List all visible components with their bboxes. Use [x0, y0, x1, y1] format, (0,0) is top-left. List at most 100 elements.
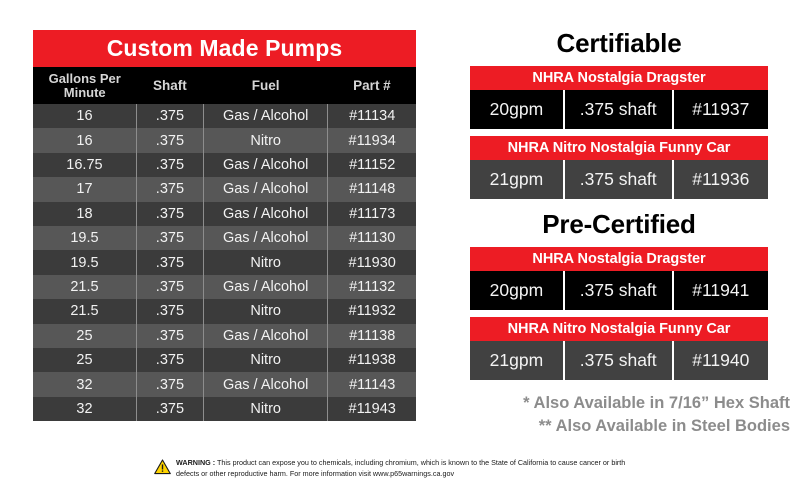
cell-shaft: .375: [135, 323, 204, 348]
cert-spec-table: 20gpm .375 shaft #11937: [470, 90, 768, 129]
cert-class-name: NHRA Nostalgia Dragster: [470, 66, 768, 90]
cell-fuel: Gas / Alcohol: [202, 274, 329, 300]
cell-gpm: 21gpm: [470, 160, 565, 199]
cell-fuel: Nitro: [202, 299, 329, 324]
cell-fuel: Gas / Alcohol: [202, 225, 329, 251]
cell-fuel: Nitro: [202, 128, 329, 153]
table-row: 20gpm .375 shaft #11937: [470, 90, 768, 129]
pumps-table: Gallons Per Minute Shaft Fuel Part # 16 …: [33, 67, 416, 422]
cert-class-name: NHRA Nostalgia Dragster: [470, 247, 768, 271]
table-row: 21gpm .375 shaft #11936: [470, 160, 768, 199]
cell-gpm: 25: [33, 323, 137, 348]
cell-part: #11148: [327, 177, 416, 202]
table-row: 25 .375 Gas / Alcohol #11138: [33, 323, 416, 348]
cell-part: #11173: [327, 201, 416, 226]
warning-label: WARNING :: [176, 458, 216, 467]
prop65-warning: WARNING : This product can expose you to…: [0, 458, 800, 480]
footnote-hex-shaft: * Also Available in 7/16” Hex Shaft: [523, 394, 790, 412]
table-row: 16 .375 Gas / Alcohol #11134: [33, 104, 416, 129]
pumps-title-bar: Custom Made Pumps: [33, 30, 416, 67]
cell-part: #11932: [327, 299, 416, 324]
footnotes: * Also Available in 7/16” Hex Shaft ** A…: [470, 392, 790, 439]
cell-part: #11152: [327, 152, 416, 178]
cell-part: #11941: [671, 271, 768, 310]
cell-shaft: .375 shaft: [562, 90, 674, 129]
cell-shaft: .375: [135, 225, 204, 251]
cell-fuel: Gas / Alcohol: [202, 201, 329, 226]
column-header-fuel: Fuel: [203, 67, 328, 105]
cell-gpm: 16: [33, 104, 137, 129]
table-row: 32 .375 Gas / Alcohol #11143: [33, 372, 416, 397]
pumps-table-body: 16 .375 Gas / Alcohol #11134 16 .375 Nit…: [33, 104, 416, 422]
warning-text: WARNING : This product can expose you to…: [176, 458, 646, 480]
cell-gpm: 32: [33, 396, 137, 422]
table-row: 21.5 .375 Nitro #11932: [33, 299, 416, 324]
cell-part: #11943: [327, 396, 416, 422]
cell-shaft: .375: [135, 274, 204, 300]
cert-block: NHRA Nitro Nostalgia Funny Car 21gpm .37…: [470, 136, 768, 199]
precertified-panel: Pre-Certified NHRA Nostalgia Dragster 20…: [470, 209, 768, 387]
pumps-header-row: Gallons Per Minute Shaft Fuel Part #: [33, 67, 416, 105]
table-row: 19.5 .375 Nitro #11930: [33, 250, 416, 275]
cell-gpm: 21gpm: [470, 341, 565, 380]
cell-gpm: 20gpm: [470, 90, 565, 129]
cell-gpm: 21.5: [33, 274, 137, 300]
table-row: 16 .375 Nitro #11934: [33, 128, 416, 153]
cell-shaft: .375 shaft: [562, 271, 674, 310]
cell-part: #11134: [327, 104, 416, 129]
table-row: 16.75 .375 Gas / Alcohol #11152: [33, 152, 416, 178]
cell-part: #11934: [327, 128, 416, 153]
cell-part: #11937: [671, 90, 768, 129]
table-row: 21gpm .375 shaft #11940: [470, 341, 768, 380]
cert-spec-table: 21gpm .375 shaft #11940: [470, 341, 768, 380]
cell-shaft: .375: [135, 250, 204, 275]
cell-fuel: Gas / Alcohol: [202, 372, 329, 397]
warning-triangle-icon: [154, 459, 171, 480]
warning-body: This product can expose you to chemicals…: [176, 458, 626, 478]
cell-gpm: 32: [33, 372, 137, 397]
cell-shaft: .375: [135, 347, 204, 373]
cell-gpm: 20gpm: [470, 271, 565, 310]
cert-block: NHRA Nitro Nostalgia Funny Car 21gpm .37…: [470, 317, 768, 380]
table-row: 25 .375 Nitro #11938: [33, 347, 416, 373]
cert-class-name: NHRA Nitro Nostalgia Funny Car: [470, 317, 768, 341]
custom-made-pumps-panel: Custom Made Pumps Gallons Per Minute Sha…: [33, 30, 416, 422]
cell-part: #11940: [671, 341, 768, 380]
cell-fuel: Gas / Alcohol: [202, 177, 329, 202]
cell-shaft: .375 shaft: [562, 341, 674, 380]
cell-part: #11930: [327, 250, 416, 275]
cell-part: #11143: [327, 372, 416, 397]
table-row: 19.5 .375 Gas / Alcohol #11130: [33, 225, 416, 251]
cell-part: #11132: [327, 274, 416, 300]
cell-shaft: .375: [135, 396, 204, 422]
cell-shaft: .375: [135, 372, 204, 397]
cert-spec-table: 20gpm .375 shaft #11941: [470, 271, 768, 310]
cell-part: #11938: [327, 347, 416, 373]
cell-shaft: .375: [135, 152, 204, 178]
column-header-shaft: Shaft: [136, 67, 204, 105]
cell-shaft: .375: [135, 128, 204, 153]
cert-class-name: NHRA Nitro Nostalgia Funny Car: [470, 136, 768, 160]
cell-part: #11936: [671, 160, 768, 199]
cell-shaft: .375: [135, 201, 204, 226]
cell-gpm: 19.5: [33, 225, 137, 251]
cell-fuel: Nitro: [202, 396, 329, 422]
certifiable-panel: Certifiable NHRA Nostalgia Dragster 20gp…: [470, 28, 768, 206]
cert-block: NHRA Nostalgia Dragster 20gpm .375 shaft…: [470, 66, 768, 129]
footnote-steel-bodies: ** Also Available in Steel Bodies: [538, 417, 790, 436]
table-row: 32 .375 Nitro #11943: [33, 396, 416, 422]
page-title: Custom Made Pumps: [106, 35, 343, 61]
cell-fuel: Gas / Alcohol: [202, 152, 329, 178]
cert-block: NHRA Nostalgia Dragster 20gpm .375 shaft…: [470, 247, 768, 310]
cell-fuel: Gas / Alcohol: [202, 104, 329, 129]
cell-part: #11138: [327, 323, 416, 348]
cell-shaft: .375: [135, 299, 204, 324]
cert-spec-table: 21gpm .375 shaft #11936: [470, 160, 768, 199]
table-row: 17 .375 Gas / Alcohol #11148: [33, 177, 416, 202]
table-row: 21.5 .375 Gas / Alcohol #11132: [33, 274, 416, 300]
table-row: 20gpm .375 shaft #11941: [470, 271, 768, 310]
cell-gpm: 19.5: [33, 250, 137, 275]
certifiable-heading: Certifiable: [556, 28, 682, 58]
cell-part: #11130: [327, 225, 416, 251]
